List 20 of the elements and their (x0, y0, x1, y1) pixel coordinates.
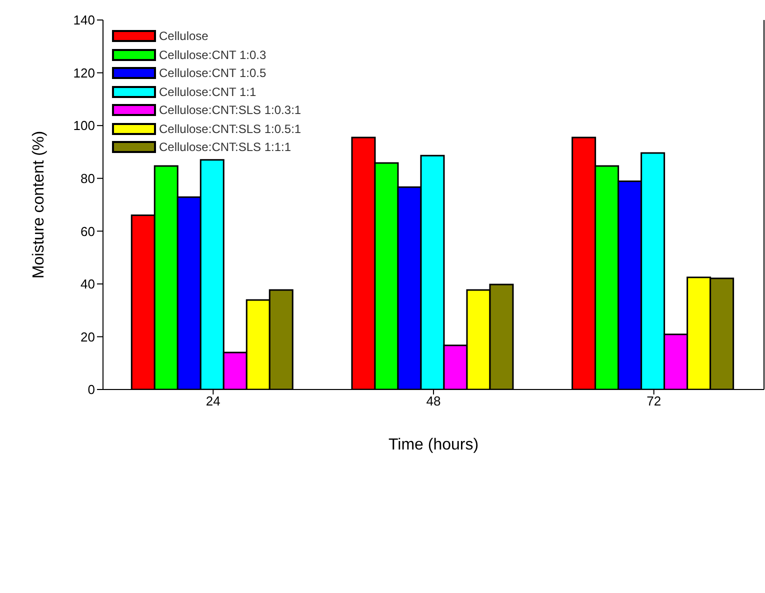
legend-label: Cellulose:CNT 1:0.5 (159, 66, 266, 80)
legend-label: Cellulose:CNT 1:0.3 (159, 48, 266, 62)
y-axis-title: Moisture content (%) (30, 130, 48, 279)
legend-label: Cellulose (159, 29, 208, 44)
y-tick-label: 100 (73, 118, 95, 134)
y-tick-label: 140 (73, 12, 95, 28)
legend-label: Cellulose:CNT:SLS 1:0.5:1 (159, 122, 302, 136)
legend-label: Cellulose:CNT 1:1 (159, 84, 256, 99)
y-tick-label: 20 (80, 329, 95, 344)
x-tick-label: 24 (206, 394, 220, 409)
x-tick-label: 72 (646, 394, 662, 409)
x-axis-title: Time (hours) (388, 436, 479, 454)
y-tick-label: 40 (80, 276, 95, 292)
x-tick-label: 48 (426, 394, 441, 409)
legend-label: Cellulose:CNT:SLS 1:0.3:1 (159, 103, 302, 118)
legend-label: Cellulose:CNT:SLS 1:1:1 (159, 140, 292, 154)
y-tick-label: 120 (73, 65, 95, 80)
y-tick-label: 60 (80, 224, 95, 239)
y-tick-label: 80 (80, 170, 95, 186)
y-tick-label: 0 (88, 382, 95, 398)
